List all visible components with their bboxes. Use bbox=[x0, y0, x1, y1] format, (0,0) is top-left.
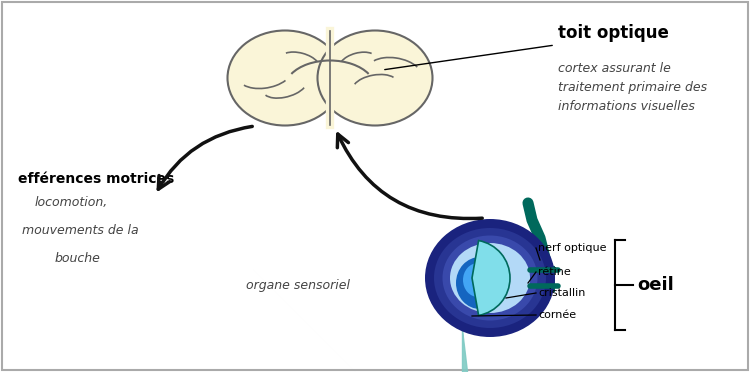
Ellipse shape bbox=[227, 31, 343, 125]
Text: locomotion,: locomotion, bbox=[35, 196, 108, 209]
Text: bouche: bouche bbox=[55, 252, 101, 265]
Ellipse shape bbox=[425, 219, 555, 337]
Ellipse shape bbox=[317, 31, 433, 125]
Text: toit optique: toit optique bbox=[558, 24, 669, 42]
Ellipse shape bbox=[434, 228, 546, 328]
Text: mouvements de la: mouvements de la bbox=[22, 224, 139, 237]
Text: rétine: rétine bbox=[538, 267, 571, 277]
Text: cortex assurant le
traitement primaire des
informations visuelles: cortex assurant le traitement primaire d… bbox=[558, 62, 707, 113]
Wedge shape bbox=[472, 241, 510, 315]
Ellipse shape bbox=[463, 263, 493, 297]
Text: efférences motrices: efférences motrices bbox=[18, 172, 174, 186]
Text: oeil: oeil bbox=[637, 276, 674, 294]
Text: cornée: cornée bbox=[538, 310, 576, 320]
Ellipse shape bbox=[456, 257, 504, 309]
Ellipse shape bbox=[442, 235, 538, 321]
Ellipse shape bbox=[450, 243, 530, 313]
Text: organe sensoriel: organe sensoriel bbox=[246, 279, 350, 292]
Text: nerf optique: nerf optique bbox=[538, 243, 607, 253]
Polygon shape bbox=[532, 263, 555, 292]
Text: cristallin: cristallin bbox=[538, 288, 585, 298]
